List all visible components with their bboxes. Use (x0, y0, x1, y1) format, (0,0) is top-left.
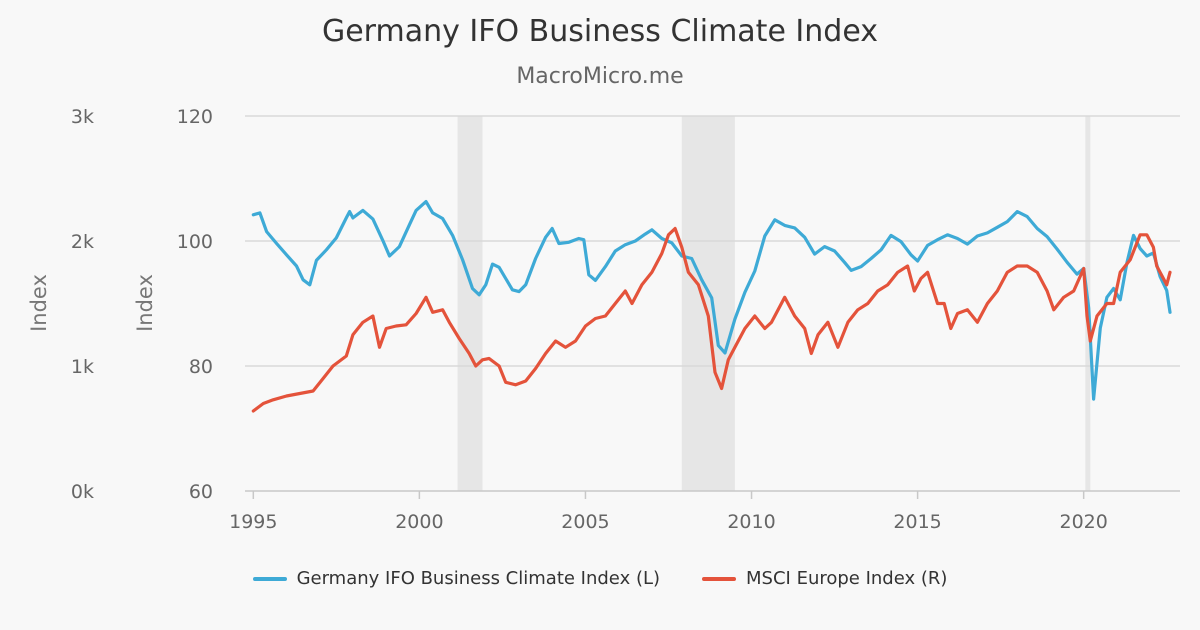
right-tick-label: 2k (71, 231, 94, 253)
right-tick-label: 3k (71, 106, 94, 128)
series-line-msci (251, 226, 1172, 413)
axis-ticks: 60 0k 80 1k 100 2k 120 3k 1995 2000 2005 2010 2015 20… (71, 106, 1108, 533)
recession-band-1 (681, 116, 735, 491)
series-lines (251, 200, 1172, 413)
legend-item-msci[interactable]: MSCI Europe Index (R) (702, 568, 947, 589)
x-tick-label: 2000 (395, 511, 443, 533)
x-tick-label: 1995 (229, 511, 277, 533)
left-axis-title: Index (133, 274, 157, 332)
recession-bands (457, 116, 1091, 491)
recession-band-0 (457, 116, 483, 491)
legend-swatch-ifo (252, 576, 287, 581)
x-tick-label: 2010 (727, 511, 775, 533)
legend-item-ifo[interactable]: Germany IFO Business Climate Index (L) (252, 568, 661, 589)
legend-label-msci: MSCI Europe Index (R) (746, 568, 948, 589)
left-tick-label: 120 (177, 106, 213, 128)
x-tick-label: 2020 (1059, 511, 1107, 533)
legend-label-ifo: Germany IFO Business Climate Index (L) (296, 568, 661, 589)
chart-subtitle: MacroMicro.me (516, 64, 684, 89)
x-tick-label: 2015 (893, 511, 941, 533)
right-tick-label: 0k (71, 481, 94, 503)
left-tick-label: 80 (189, 356, 213, 378)
chart-legend: Germany IFO Business Climate Index (L) M… (0, 568, 1200, 589)
right-tick-label: 1k (71, 356, 94, 378)
left-tick-label: 100 (177, 231, 213, 253)
right-axis-title: Index (27, 274, 51, 332)
series-line-ifo (251, 200, 1172, 401)
legend-swatch-msci (702, 576, 737, 581)
chart-title: Germany IFO Business Climate Index (321, 14, 879, 49)
x-tick-label: 2005 (561, 511, 609, 533)
left-tick-label: 60 (189, 481, 213, 503)
